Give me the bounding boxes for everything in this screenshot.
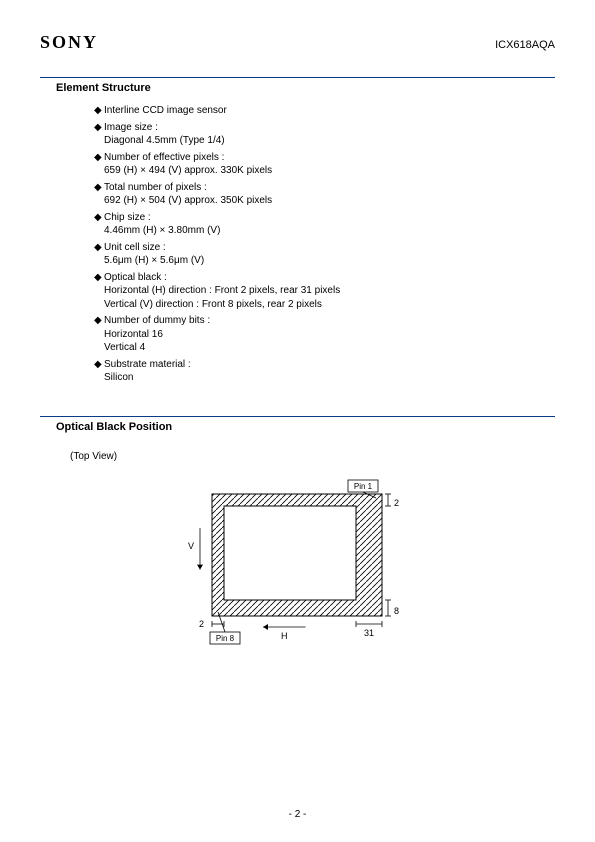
spec-item-line: Horizontal 16 bbox=[104, 328, 555, 342]
svg-text:Pin 1: Pin 1 bbox=[353, 482, 372, 491]
page: SONY ICX618AQA Element Structure ◆Interl… bbox=[0, 0, 595, 842]
spec-item-line: Horizontal (H) direction : Front 2 pixel… bbox=[104, 284, 555, 298]
spec-item-line: Vertical (V) direction : Front 8 pixels,… bbox=[104, 298, 555, 312]
spec-item: ◆Chip size :4.46mm (H) × 3.80mm (V) bbox=[94, 211, 555, 238]
section-title-element-structure: Element Structure bbox=[40, 78, 555, 104]
svg-text:2: 2 bbox=[394, 498, 399, 508]
spec-item-head: ◆Chip size : bbox=[94, 212, 151, 223]
spec-item-head: ◆Number of effective pixels : bbox=[94, 152, 224, 163]
spec-item-line: 4.46mm (H) × 3.80mm (V) bbox=[104, 224, 555, 238]
header: SONY ICX618AQA bbox=[40, 32, 555, 53]
diagram-container: Pin 1 Pin 8 2 8 2 31 V H bbox=[40, 474, 555, 669]
part-number: ICX618AQA bbox=[495, 39, 555, 51]
spec-item-line: Vertical 4 bbox=[104, 341, 555, 355]
spec-item-line: 692 (H) × 504 (V) approx. 350K pixels bbox=[104, 194, 555, 208]
svg-text:31: 31 bbox=[363, 628, 373, 638]
spec-item: ◆Unit cell size :5.6μm (H) × 5.6μm (V) bbox=[94, 241, 555, 268]
page-number: - 2 - bbox=[0, 809, 595, 820]
spec-item: ◆Number of effective pixels :659 (H) × 4… bbox=[94, 151, 555, 178]
spec-item-head: ◆Unit cell size : bbox=[94, 242, 166, 253]
spec-item-line: Diagonal 4.5mm (Type 1/4) bbox=[104, 134, 555, 148]
spec-item: ◆Optical black :Horizontal (H) direction… bbox=[94, 271, 555, 312]
svg-text:H: H bbox=[281, 631, 288, 641]
spec-item: ◆Interline CCD image sensor bbox=[94, 104, 555, 118]
spec-item: ◆Substrate material :Silicon bbox=[94, 358, 555, 385]
spec-item-head: ◆Image size : bbox=[94, 122, 158, 133]
spec-item-line: 5.6μm (H) × 5.6μm (V) bbox=[104, 254, 555, 268]
svg-text:2: 2 bbox=[198, 619, 203, 629]
spec-item-head: ◆Number of dummy bits : bbox=[94, 315, 210, 326]
svg-text:Pin 8: Pin 8 bbox=[215, 634, 234, 643]
spec-item-head: ◆Interline CCD image sensor bbox=[94, 105, 227, 116]
brand-logo: SONY bbox=[40, 32, 98, 53]
svg-text:8: 8 bbox=[394, 606, 399, 616]
spec-list: ◆Interline CCD image sensor ◆Image size :… bbox=[94, 104, 555, 385]
spec-item-head: ◆Optical black : bbox=[94, 272, 167, 283]
spec-item-head: ◆Total number of pixels : bbox=[94, 182, 207, 193]
optical-black-diagram: Pin 1 Pin 8 2 8 2 31 V H bbox=[168, 474, 428, 664]
spec-item-line: 659 (H) × 494 (V) approx. 330K pixels bbox=[104, 164, 555, 178]
top-view-label: (Top View) bbox=[70, 451, 555, 462]
spec-item: ◆Total number of pixels :692 (H) × 504 (… bbox=[94, 181, 555, 208]
spec-item: ◆Number of dummy bits : Horizontal 16Vert… bbox=[94, 314, 555, 355]
spec-item: ◆Image size :Diagonal 4.5mm (Type 1/4) bbox=[94, 121, 555, 148]
spec-item-line: Silicon bbox=[104, 371, 555, 385]
spec-item-head: ◆Substrate material : bbox=[94, 359, 191, 370]
svg-text:V: V bbox=[187, 540, 193, 550]
section-title-optical-black: Optical Black Position bbox=[40, 417, 555, 443]
